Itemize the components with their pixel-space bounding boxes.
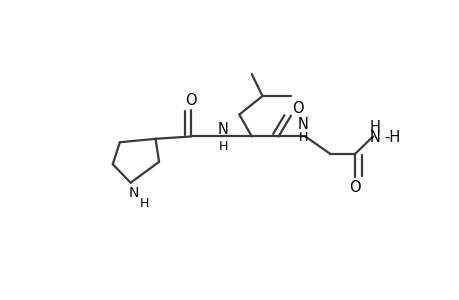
Text: O: O [348, 180, 360, 195]
Text: H: H [218, 140, 228, 153]
Text: H: H [140, 197, 149, 210]
Text: O: O [291, 101, 303, 116]
Text: N: N [369, 130, 380, 145]
Text: H: H [298, 131, 308, 144]
Text: O: O [185, 93, 196, 108]
Text: -H: -H [384, 130, 400, 145]
Text: N: N [129, 186, 139, 200]
Text: N: N [297, 117, 308, 132]
Text: H: H [369, 120, 380, 135]
Text: N: N [218, 122, 228, 137]
